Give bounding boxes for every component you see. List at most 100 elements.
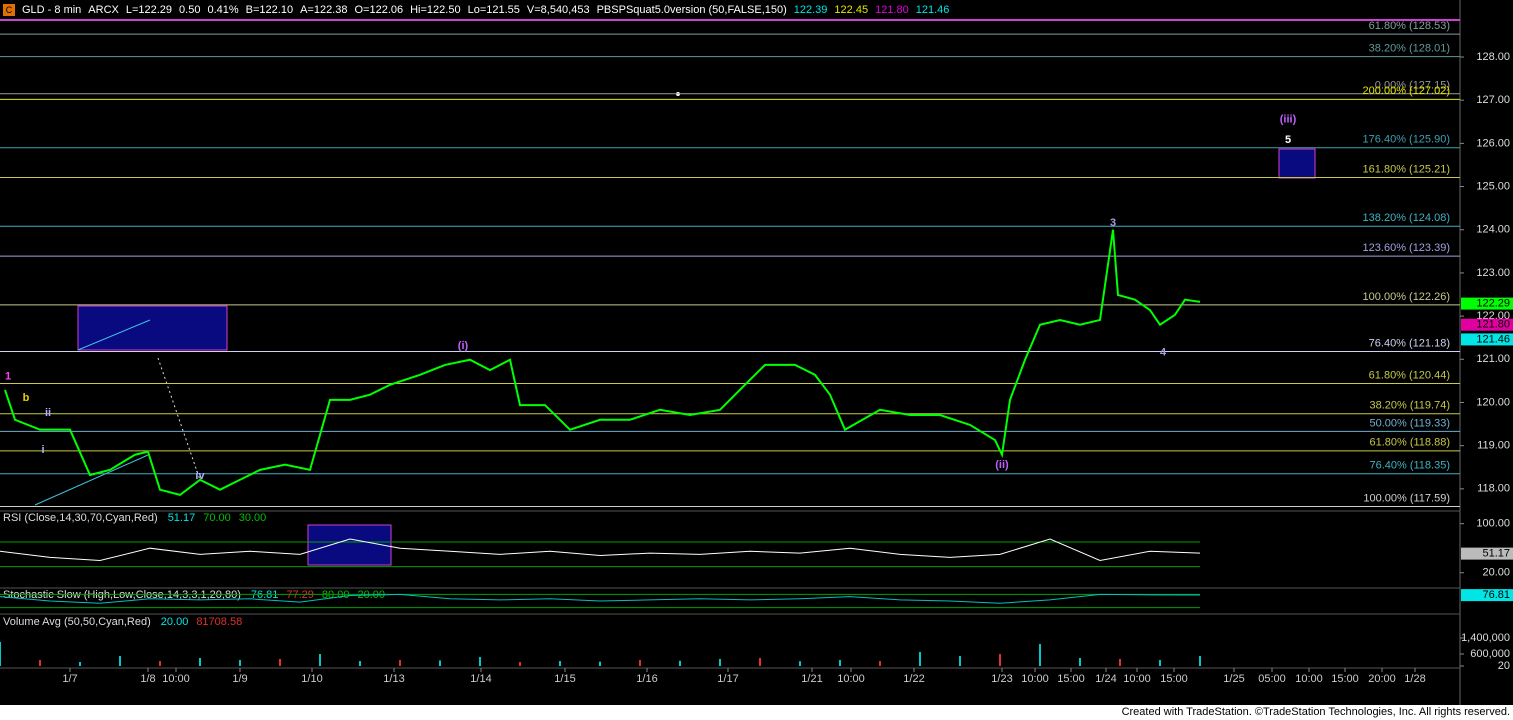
- x-tick-label: 10:00: [1123, 673, 1151, 685]
- volume-bar: [439, 660, 441, 666]
- fib-label: 38.20% (128.01): [1369, 42, 1450, 54]
- volume-bar: [759, 658, 761, 666]
- volume-bar: [999, 654, 1001, 666]
- header-item: GLD - 8 min: [22, 4, 82, 16]
- footer-text: Created with TradeStation. ©TradeStation…: [1121, 706, 1510, 718]
- y-tick-label: 126.00: [1476, 137, 1510, 149]
- volume-bar: [159, 661, 161, 666]
- x-tick-label: 05:00: [1258, 673, 1286, 685]
- volume-bar: [479, 657, 481, 666]
- volume-bar: [519, 662, 521, 666]
- fib-label: 61.80% (120.44): [1369, 369, 1450, 381]
- header-item: L=122.29: [125, 4, 173, 16]
- x-tick-label: 1/13: [383, 673, 404, 685]
- volume-bar: [559, 661, 561, 666]
- y-tick-label: 600,000: [1470, 648, 1510, 660]
- x-tick-label: 1/8: [140, 673, 155, 685]
- series-line: [0, 593, 1201, 604]
- header-item: 0.50: [179, 4, 201, 16]
- y-tick-label: 120.00: [1476, 396, 1510, 408]
- y-tick-label: 125.00: [1476, 180, 1510, 192]
- header-item: O=122.06: [354, 4, 404, 16]
- volume-bar: [199, 658, 201, 666]
- fib-label: 0.00% (127.15): [1375, 80, 1450, 92]
- volume-bar: [239, 660, 241, 666]
- volume-bar: [839, 660, 841, 666]
- volume-bar: [599, 661, 601, 666]
- wave-label: iv: [195, 470, 205, 482]
- panel-title: Volume Avg (50,50,Cyan,Red): [3, 616, 151, 628]
- volume-bar: [319, 654, 321, 666]
- fib-label: 100.00% (117.59): [1363, 492, 1450, 504]
- footer: Created with TradeStation. ©TradeStation…: [0, 705, 1513, 720]
- target-box: [77, 305, 228, 351]
- readout: 70.00: [203, 512, 231, 524]
- volume-bar: [1199, 656, 1201, 666]
- price-tag: [1461, 297, 1513, 310]
- readout: 76.81: [251, 589, 279, 601]
- wave-label: 4: [1160, 347, 1167, 359]
- x-tick-label: 1/15: [554, 673, 575, 685]
- price-tag: [1461, 333, 1513, 346]
- trend-line: [34, 454, 149, 506]
- header-item: 121.46: [915, 4, 950, 16]
- y-tick-label: 123.00: [1476, 267, 1510, 279]
- fib-label: 161.80% (125.21): [1363, 163, 1450, 175]
- y-tick-label: 119.00: [1477, 440, 1510, 452]
- volume-bar: [359, 661, 361, 666]
- target-box: [1278, 148, 1316, 179]
- header-item: 121.80: [875, 4, 909, 16]
- rsi-box: [307, 524, 392, 566]
- x-tick-label: 1/7: [62, 673, 77, 685]
- x-tick-label: 1/21: [801, 673, 822, 685]
- x-tick-label: 1/23: [991, 673, 1012, 685]
- wave-label: (iii): [1280, 114, 1297, 126]
- fib-label: 176.40% (125.90): [1363, 134, 1450, 146]
- x-tick-label: 1/22: [903, 673, 924, 685]
- readout: 51.17: [168, 512, 196, 524]
- x-tick-label: 1/28: [1404, 673, 1425, 685]
- volume-bar: [1119, 659, 1121, 666]
- readout: 20.00: [161, 616, 189, 628]
- series-line: [4, 229, 1201, 496]
- volume-bar: [959, 656, 961, 666]
- wave-label: b: [23, 392, 30, 404]
- fib-label: 61.80% (118.88): [1369, 437, 1450, 449]
- header-item: V=8,540,453: [526, 4, 590, 16]
- price-tag: [1461, 318, 1513, 331]
- fib-label: 123.60% (123.39): [1363, 242, 1450, 254]
- x-tick-label: 15:00: [1160, 673, 1188, 685]
- wave-label: (i): [458, 340, 469, 352]
- header-item: ARCX: [88, 4, 119, 16]
- fib-label: 138.20% (124.08): [1363, 212, 1450, 224]
- header-item: 122.45: [834, 4, 869, 16]
- volume-bar: [879, 661, 881, 666]
- trend-line: [77, 319, 151, 351]
- y-tick-label: 124.00: [1476, 224, 1510, 236]
- volume-bar: [719, 659, 721, 666]
- x-tick-label: 20:00: [1368, 673, 1396, 685]
- volume-bar: [399, 660, 401, 666]
- trend-line: [157, 357, 201, 481]
- fib-label: 76.40% (121.18): [1369, 337, 1450, 349]
- x-tick-label: 1/17: [717, 673, 738, 685]
- volume-bar: [1039, 644, 1041, 666]
- x-tick-label: 10:00: [837, 673, 865, 685]
- chart: 118.00119.00120.00121.00122.00123.00124.…: [0, 0, 1513, 705]
- y-tick-label: 127.00: [1476, 94, 1510, 106]
- readout: 30.00: [239, 512, 267, 524]
- x-tick-label: 1/10: [301, 673, 322, 685]
- volume-bar: [79, 662, 81, 666]
- x-tick-label: 10:00: [1295, 673, 1323, 685]
- price-tag-label: 51.17: [1482, 548, 1510, 560]
- fib-label: 76.40% (118.35): [1369, 460, 1450, 472]
- y-tick-label: 1,400,000: [1461, 632, 1510, 644]
- price-tag-label: 121.46: [1476, 333, 1510, 345]
- x-tick-label: 1/25: [1223, 673, 1244, 685]
- fib-label: 100.00% (122.26): [1363, 291, 1450, 303]
- wave-label: ii: [45, 407, 51, 419]
- price-tag-label: 76.81: [1482, 589, 1510, 601]
- header-item: Lo=121.55: [467, 4, 520, 16]
- x-tick-label: 10:00: [162, 673, 190, 685]
